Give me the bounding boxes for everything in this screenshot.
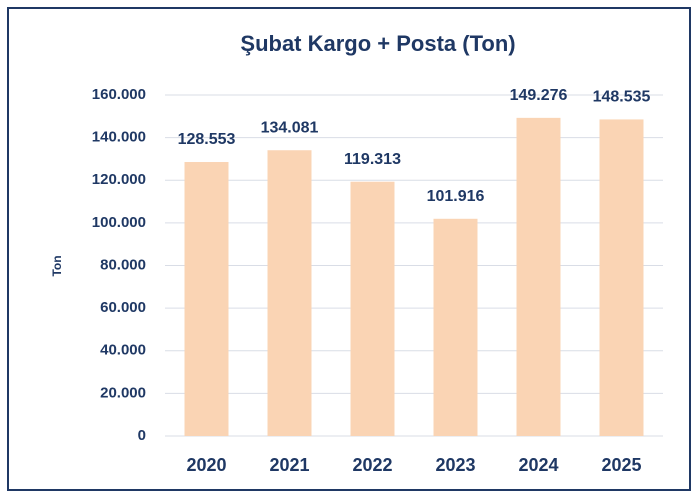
y-tick-label: 160.000 bbox=[92, 86, 146, 103]
y-tick-label: 80.000 bbox=[100, 256, 146, 273]
data-label: 134.081 bbox=[261, 119, 319, 136]
y-tick-label: 40.000 bbox=[100, 342, 146, 359]
y-tick-label: 100.000 bbox=[92, 214, 146, 231]
data-label: 148.535 bbox=[593, 89, 651, 106]
y-tick-label: 140.000 bbox=[92, 129, 146, 146]
x-tick-label: 2023 bbox=[435, 455, 475, 475]
y-tick-label: 120.000 bbox=[92, 171, 146, 188]
data-label: 101.916 bbox=[427, 188, 485, 205]
bar bbox=[433, 218, 478, 436]
bar bbox=[184, 162, 229, 436]
y-tick-label: 60.000 bbox=[100, 299, 146, 316]
chart-border bbox=[7, 7, 691, 491]
chart-title: Şubat Kargo + Posta (Ton) bbox=[240, 31, 515, 56]
x-tick-label: 2022 bbox=[352, 455, 392, 475]
data-label: 128.553 bbox=[178, 131, 236, 148]
x-tick-label: 2025 bbox=[601, 455, 641, 475]
bar bbox=[350, 181, 395, 436]
x-tick-label: 2021 bbox=[269, 455, 309, 475]
y-tick-label: 0 bbox=[138, 427, 146, 444]
bar bbox=[267, 150, 312, 436]
y-axis-label: Ton bbox=[50, 255, 64, 276]
data-label: 149.276 bbox=[510, 87, 568, 104]
x-tick-label: 2024 bbox=[518, 455, 558, 475]
x-tick-label: 2020 bbox=[186, 455, 226, 475]
data-label: 119.313 bbox=[344, 151, 401, 168]
bar bbox=[516, 117, 561, 436]
y-tick-label: 20.000 bbox=[100, 384, 146, 401]
bar bbox=[599, 119, 644, 436]
